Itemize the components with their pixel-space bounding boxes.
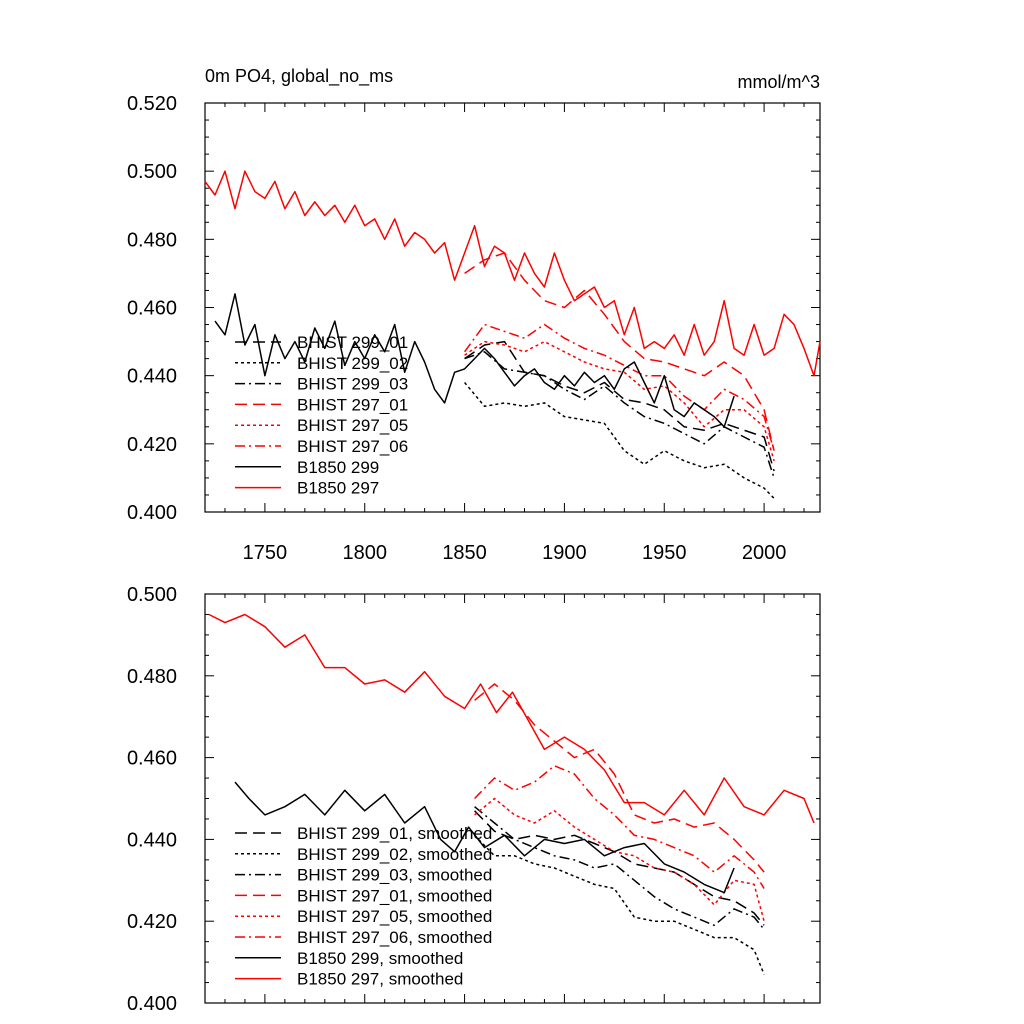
top-legend-label-4: BHIST 297_01	[297, 395, 408, 414]
top-series-line-5	[464, 340, 775, 462]
bottom-legend-label-5: BHIST 297_05, smoothed	[297, 907, 492, 926]
top-y-tick-label: 0.480	[127, 229, 177, 251]
top-y-tick-label: 0.400	[127, 502, 177, 524]
top-legend-label-5: BHIST 297_05	[297, 416, 408, 435]
top-panel-units: mmol/m^3	[738, 72, 820, 92]
bottom-series-line-4	[474, 683, 765, 873]
top-panel-plot-area: 0.400 0.420 0.440 0.460 0.480 0.500 0.520 1750 1…	[127, 93, 821, 564]
bottom-legend-label-6: BHIST 297_06, smoothed	[297, 928, 492, 947]
top-panel: 0m PO4, global_no_ms mmol/m^3 0.400 0.420…	[127, 66, 821, 564]
top-legend-label-1: BHIST 299_01	[297, 333, 408, 352]
bottom-y-tick-label: 0.400	[127, 993, 177, 1015]
bottom-panel: 0.400 0.420 0.440 0.460 0.480 0.500 BHIST 299_…	[127, 584, 821, 1015]
bottom-series-line-1	[474, 810, 765, 926]
bottom-y-tick-label: 0.440	[127, 829, 177, 851]
bottom-series-line-7	[234, 781, 735, 894]
bottom-legend-label-3: BHIST 299_03, smoothed	[297, 866, 492, 885]
top-x-tick-label: 1950	[642, 542, 687, 564]
top-x-tick-label: 1900	[542, 542, 587, 564]
bottom-series-line-2	[474, 834, 765, 975]
top-series-line-8	[204, 170, 821, 377]
top-y-tick-label: 0.460	[127, 298, 177, 320]
bottom-legend-label-2: BHIST 299_02, smoothed	[297, 845, 492, 864]
top-y-tick-label: 0.440	[127, 366, 177, 388]
top-legend-label-8: B1850 297	[297, 479, 379, 498]
top-x-tick-label: 1850	[442, 542, 487, 564]
top-legend-label-3: BHIST 299_03	[297, 375, 408, 394]
top-x-tick-label: 1750	[243, 542, 288, 564]
bottom-panel-plot-area: 0.400 0.420 0.440 0.460 0.480 0.500 BHIST 299_…	[127, 584, 821, 1015]
bottom-y-tick-label: 0.500	[127, 584, 177, 606]
top-y-tick-label: 0.520	[127, 93, 177, 115]
bottom-y-tick-label: 0.480	[127, 666, 177, 688]
bottom-legend-label-1: BHIST 299_01, smoothed	[297, 824, 492, 843]
top-legend-label-7: B1850 299	[297, 458, 379, 477]
top-series-line-7	[214, 293, 735, 428]
top-series-line-2	[464, 382, 775, 499]
top-x-tick-label: 2000	[742, 542, 787, 564]
top-panel-title: 0m PO4, global_no_ms	[205, 66, 393, 87]
bottom-series-line-5	[474, 797, 765, 922]
bottom-series-line-8	[208, 613, 815, 824]
bottom-series-line-6	[474, 765, 765, 889]
top-series-line-6	[463, 323, 775, 451]
top-legend-label-6: BHIST 297_06	[297, 437, 408, 456]
top-x-tick-label: 1800	[342, 542, 387, 564]
top-legend-label-2: BHIST 299_02	[297, 354, 408, 373]
top-series-line-4	[464, 252, 775, 451]
top-series-line-1	[464, 340, 775, 472]
bottom-y-tick-label: 0.460	[127, 748, 177, 770]
bottom-series-line-3	[474, 806, 765, 930]
bottom-legend-label-4: BHIST 297_01, smoothed	[297, 886, 492, 905]
top-y-tick-label: 0.420	[127, 434, 177, 456]
bottom-y-tick-label: 0.420	[127, 911, 177, 933]
top-y-tick-label: 0.500	[127, 161, 177, 183]
top-series-line-3	[464, 351, 775, 479]
bottom-legend-label-8: B1850 297, smoothed	[297, 970, 463, 989]
bottom-legend-label-7: B1850 299, smoothed	[297, 949, 463, 968]
